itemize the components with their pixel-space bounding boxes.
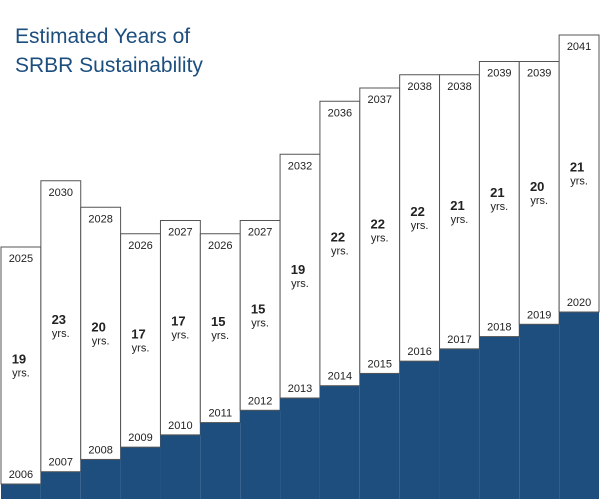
years-value: 19 [12,352,26,367]
start-year-label: 2018 [487,322,511,334]
fill-block-2018 [479,336,520,499]
span-box-2020 [558,34,600,313]
years-value: 21 [490,185,504,200]
years-unit: yrs. [371,233,389,245]
start-year-label: 2013 [288,383,312,395]
years-unit: yrs. [291,278,309,290]
start-year-label: 2012 [248,395,272,407]
fill-block-2006 [1,484,41,499]
end-year-label: 2037 [367,94,391,106]
end-year-label: 2027 [248,227,272,239]
span-box-2011 [199,233,241,424]
fill-block-2017 [439,348,480,499]
years-value: 22 [410,204,424,219]
span-box-2010 [159,220,201,436]
fill-block-2016 [399,361,440,499]
span-box-2006 [0,246,42,485]
end-year-label: 2027 [168,227,192,239]
years-value: 15 [211,314,225,329]
start-year-label: 2006 [9,469,33,481]
years-value: 17 [131,326,145,341]
fill-block-2015 [359,373,400,499]
fill-block-2013 [280,398,320,499]
start-year-label: 2017 [447,334,471,346]
end-year-label: 2026 [208,240,232,252]
years-unit: yrs. [451,214,469,226]
bars-group: 2025200619yrs.2030200723yrs.2028200820yr… [0,34,600,499]
years-unit: yrs. [331,245,349,257]
end-year-label: 2028 [88,213,112,225]
span-box-2013 [279,153,321,399]
end-year-label: 2025 [9,253,33,265]
span-box-2019 [518,61,560,325]
fill-block-2011 [200,422,241,499]
start-year-label: 2008 [88,444,112,456]
end-year-label: 2026 [128,240,152,252]
span-box-2014 [319,100,361,387]
years-unit: yrs. [411,220,429,232]
start-year-label: 2014 [328,371,352,383]
fill-block-2014 [319,385,360,499]
fill-block-2007 [40,471,81,499]
end-year-label: 2038 [407,81,431,93]
span-box-2015 [359,87,401,374]
start-year-label: 2019 [527,309,551,321]
years-unit: yrs. [92,335,110,347]
years-unit: yrs. [172,330,190,342]
start-year-label: 2020 [567,297,591,309]
years-unit: yrs. [530,195,548,207]
span-box-2007 [40,180,82,473]
fill-block-2009 [120,447,161,499]
years-value: 20 [530,179,544,194]
years-unit: yrs. [12,368,30,380]
span-box-2009 [120,233,161,448]
fill-block-2019 [519,324,560,499]
end-year-label: 2030 [49,187,73,199]
start-year-label: 2015 [367,358,391,370]
start-year-label: 2009 [128,432,152,444]
end-year-label: 2041 [567,41,591,53]
fill-block-2020 [559,312,599,499]
fill-block-2008 [80,459,121,499]
start-year-label: 2011 [208,408,232,420]
years-value: 17 [171,314,185,329]
years-value: 22 [331,229,345,244]
years-value: 19 [291,262,305,277]
years-unit: yrs. [570,176,588,188]
fill-block-2012 [240,410,281,499]
end-year-label: 2039 [487,68,511,80]
years-value: 21 [570,160,584,175]
end-year-label: 2036 [328,107,352,119]
fill-block-2010 [160,434,201,499]
years-value: 21 [450,198,464,213]
years-unit: yrs. [211,330,229,342]
span-box-2017 [439,74,480,350]
years-value: 22 [370,217,384,232]
years-unit: yrs. [251,317,269,329]
years-unit: yrs. [52,328,70,340]
start-year-label: 2016 [407,346,431,358]
span-box-2008 [80,206,122,460]
end-year-label: 2038 [447,81,471,93]
end-year-label: 2032 [288,160,312,172]
start-year-label: 2010 [168,420,192,432]
years-value: 20 [91,319,105,334]
years-value: 15 [251,301,265,316]
chart-title-line-1: Estimated Years of [15,25,190,48]
start-year-label: 2007 [49,457,73,469]
years-value: 23 [52,312,66,327]
span-box-2018 [478,61,520,338]
years-unit: yrs. [490,201,508,213]
span-box-2012 [239,220,281,411]
chart-title-line-2: SRBR Sustainability [15,54,203,77]
years-unit: yrs. [132,342,150,354]
end-year-label: 2039 [527,68,551,80]
